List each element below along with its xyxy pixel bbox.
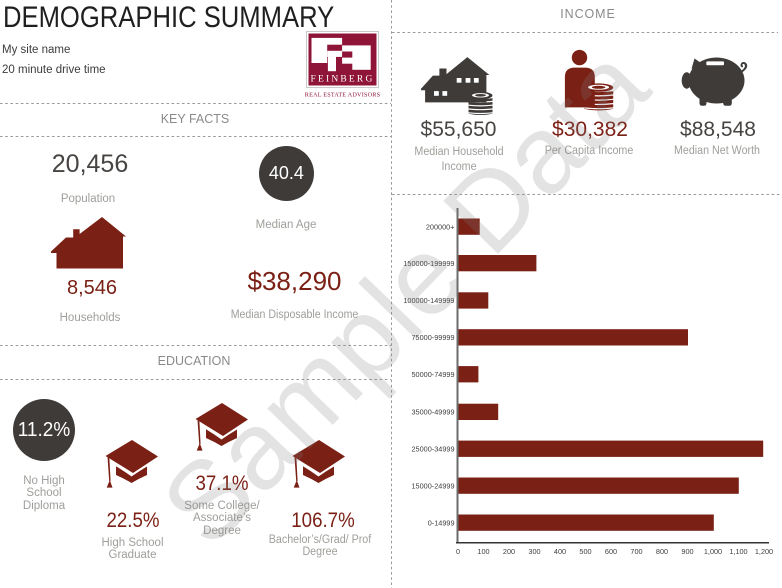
svg-text:800: 800	[656, 547, 668, 556]
svg-text:500: 500	[579, 547, 591, 556]
svg-text:400: 400	[554, 547, 566, 556]
svg-text:150000-199999: 150000-199999	[403, 259, 454, 268]
svg-text:600: 600	[605, 547, 617, 556]
svg-text:1,200: 1,200	[755, 547, 773, 556]
svg-text:25000-34999: 25000-34999	[411, 444, 454, 453]
svg-text:0: 0	[456, 547, 460, 556]
svg-text:0-14999: 0-14999	[428, 518, 455, 527]
svg-text:300: 300	[528, 547, 540, 556]
svg-text:100: 100	[477, 547, 489, 556]
svg-text:200000+: 200000+	[426, 222, 455, 231]
svg-text:15000-24999: 15000-24999	[411, 481, 454, 490]
svg-text:100000-149999: 100000-149999	[403, 296, 454, 305]
svg-text:1,100: 1,100	[729, 547, 747, 556]
svg-text:FEINBERG: FEINBERG	[310, 75, 374, 85]
svg-text:700: 700	[630, 547, 642, 556]
svg-text:200: 200	[503, 547, 515, 556]
svg-text:900: 900	[681, 547, 693, 556]
svg-text:1,000: 1,000	[704, 547, 722, 556]
svg-text:50000-74999: 50000-74999	[411, 370, 454, 379]
svg-text:35000-49999: 35000-49999	[411, 408, 454, 417]
svg-text:REAL ESTATE ADVISORS: REAL ESTATE ADVISORS	[305, 92, 381, 99]
svg-text:75000-99999: 75000-99999	[411, 333, 454, 342]
